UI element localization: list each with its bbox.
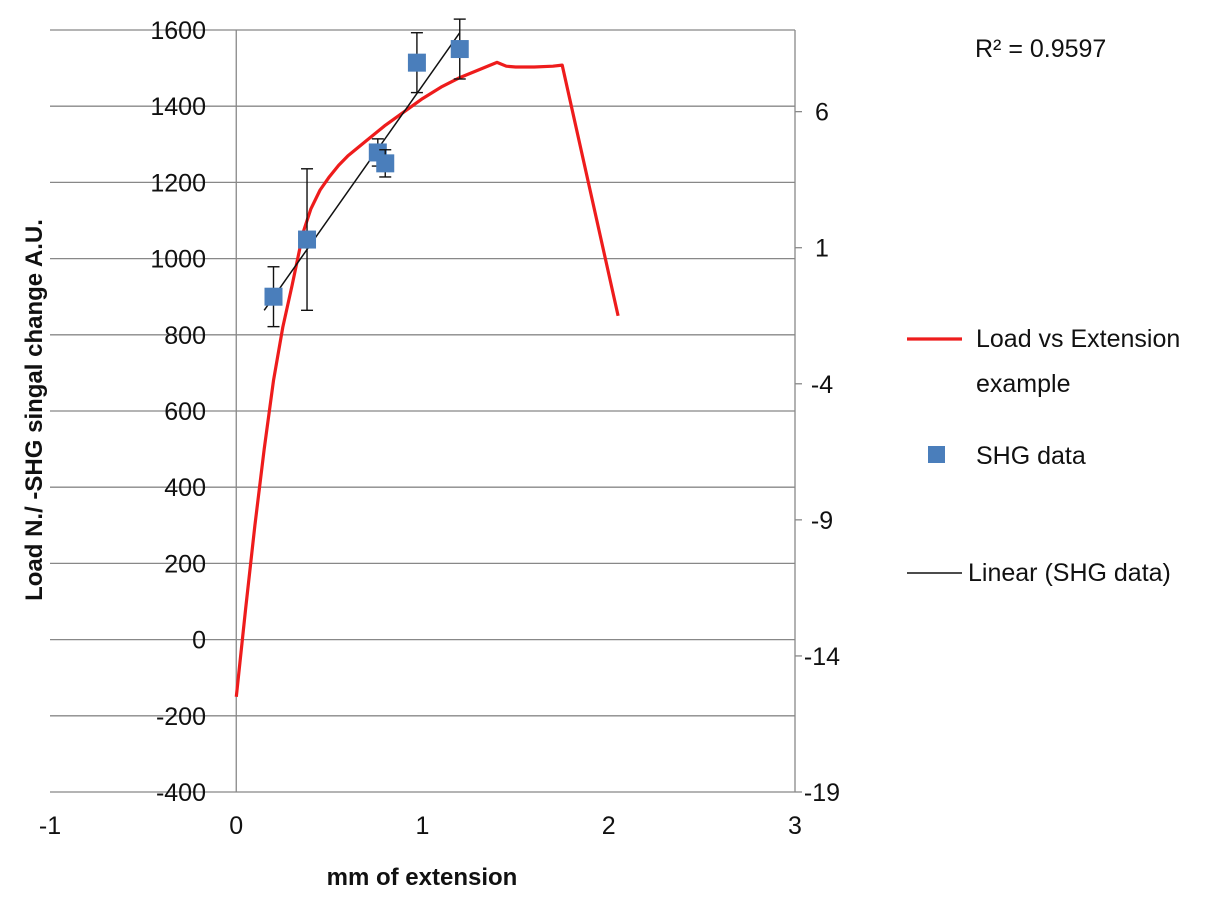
legend-swatch-shg	[928, 446, 945, 463]
x-tick-label: 0	[229, 812, 243, 840]
secondary-y-tick-label: -9	[811, 507, 833, 535]
y-tick-label: 0	[192, 627, 206, 655]
legend-label-shg: SHG data	[976, 442, 1086, 470]
secondary-y-tick-label: -19	[804, 779, 840, 807]
secondary-y-tick-label: -4	[811, 371, 833, 399]
x-tick-label: -1	[39, 812, 61, 840]
gridlines	[50, 29, 795, 793]
y-tick-label: 200	[164, 550, 206, 578]
legend-label-load-cont: example	[976, 370, 1071, 398]
shg-data-point	[298, 230, 317, 249]
legend: Load vs Extension example SHG data Linear (…	[907, 325, 1180, 587]
y-tick-label: 1600	[150, 17, 206, 45]
y-tick-label: 1000	[150, 246, 206, 274]
shg-data-point	[407, 53, 426, 72]
shg-data-point	[264, 287, 283, 306]
y-tick-label: 600	[164, 398, 206, 426]
y-tick-label: -400	[156, 779, 206, 807]
x-tick-label: 3	[788, 812, 802, 840]
shg-data-point	[376, 154, 395, 173]
legend-label-linear: Linear (SHG data)	[968, 559, 1171, 587]
tick-labels: -400 -200 0 200 400 600 800 1000 1200 1400 1600 -1 0…	[39, 17, 840, 840]
shg-data-point	[450, 40, 469, 59]
load-extension-line	[234, 60, 620, 697]
plot-area	[234, 18, 620, 697]
y-tick-label: -200	[156, 703, 206, 731]
y-tick-label: 400	[164, 474, 206, 502]
r-squared-annotation: R² = 0.9597	[975, 35, 1106, 63]
secondary-y-tick-label: -14	[804, 643, 840, 671]
y-tick-label: 1400	[150, 93, 206, 121]
x-tick-label: 2	[602, 812, 616, 840]
y-tick-label: 800	[164, 322, 206, 350]
y-axis-title: Load N./ -SHG singal change A.U.	[21, 219, 48, 601]
axes	[235, 30, 802, 793]
x-axis-title: mm of extension	[327, 864, 518, 891]
secondary-y-tick-label: 1	[815, 235, 829, 263]
y-tick-label: 1200	[150, 169, 206, 197]
secondary-y-tick-label: 6	[815, 99, 829, 127]
legend-label-load: Load vs Extension	[976, 325, 1180, 353]
x-tick-label: 1	[416, 812, 430, 840]
linear-trendline	[263, 32, 461, 311]
